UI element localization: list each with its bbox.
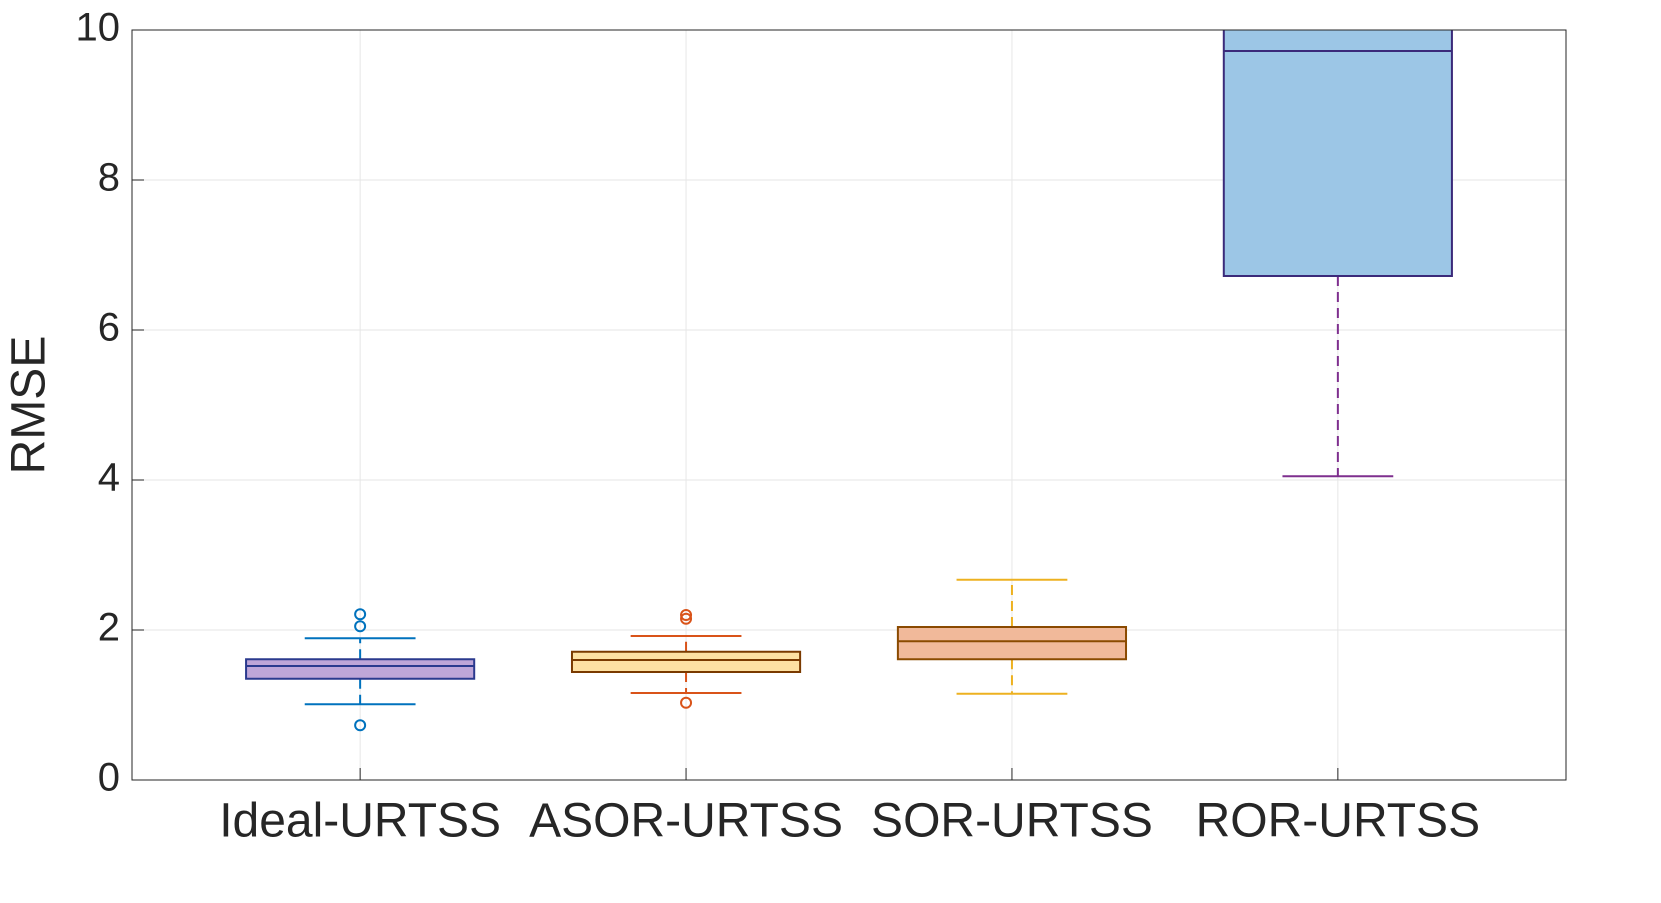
y-tick-label: 10 xyxy=(76,6,121,50)
y-tick-label: 6 xyxy=(98,306,120,350)
x-tick-label: SOR-URTSS xyxy=(871,795,1153,848)
x-tick-label: ASOR-URTSS xyxy=(529,795,843,848)
outlier xyxy=(680,696,693,709)
box xyxy=(896,626,1128,661)
box xyxy=(570,650,802,673)
x-tick-label: Ideal-URTSS xyxy=(219,795,501,848)
box xyxy=(1222,30,1453,277)
plot-frame xyxy=(131,29,1567,781)
boxes xyxy=(245,30,1453,732)
outlier xyxy=(354,620,367,633)
x-tick-label: ROR-URTSS xyxy=(1196,795,1480,848)
outlier xyxy=(354,608,367,621)
y-tick-label: 8 xyxy=(98,156,120,200)
y-axis-label: RMSE xyxy=(3,336,56,475)
box xyxy=(245,658,476,680)
y-tick-label: 4 xyxy=(98,456,120,500)
outlier xyxy=(680,609,693,621)
outlier xyxy=(354,719,367,732)
y-tick-label: 0 xyxy=(98,756,120,800)
y-tick-label: 2 xyxy=(98,606,120,650)
outlier xyxy=(680,612,693,625)
